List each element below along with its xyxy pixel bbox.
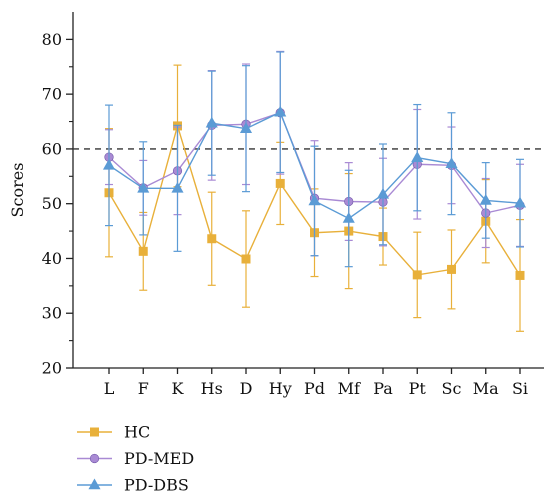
x-tick-label: F <box>138 379 149 398</box>
x-tick-label: Hs <box>201 379 223 398</box>
data-point <box>275 178 285 188</box>
y-tick-label: 80 <box>42 30 62 49</box>
legend-label: PD-MED <box>124 449 194 468</box>
data-point <box>205 116 218 128</box>
data-point <box>239 122 253 133</box>
data-point <box>274 105 287 117</box>
legend-marker <box>88 478 101 490</box>
y-tick-label: 40 <box>42 249 62 268</box>
data-point <box>513 196 527 208</box>
y-tick-label: 70 <box>42 85 62 104</box>
y-tick-label: 60 <box>42 139 62 158</box>
data-point <box>411 151 424 162</box>
data-point <box>447 264 456 274</box>
legend-item: PD-DBS <box>77 476 189 495</box>
data-point <box>342 211 355 223</box>
data-point <box>102 158 116 170</box>
plot-area <box>102 50 527 332</box>
legend-label: HC <box>124 423 150 442</box>
y-axis-label: Scores <box>8 163 27 218</box>
y-tick-label: 50 <box>42 194 62 213</box>
data-point <box>137 181 150 193</box>
x-tick-label: Mf <box>338 379 361 398</box>
data-point <box>241 254 251 264</box>
legend-label: PD-DBS <box>124 476 189 495</box>
x-tick-label: Hy <box>269 379 292 398</box>
data-point <box>376 187 390 199</box>
x-tick-label: D <box>240 379 253 398</box>
y-tick-label: 20 <box>42 359 62 378</box>
legend-marker <box>90 427 99 437</box>
data-point <box>207 234 217 244</box>
legend: HC PD-MED PD-DBS <box>77 423 194 495</box>
series-pd-dbs <box>102 51 527 268</box>
x-tick-label: Sc <box>442 379 462 398</box>
data-point <box>445 157 458 169</box>
data-point <box>479 193 492 205</box>
x-tick-label: Pa <box>373 379 393 398</box>
axes: 20 30 40 50 60 70 80 L F K Hs D Hy Pd Mf Pa Pt Sc Ma Si <box>42 12 544 398</box>
data-point <box>308 194 321 206</box>
legend-marker <box>89 453 100 464</box>
y-tick-label: 30 <box>42 304 62 323</box>
legend-item: HC <box>77 423 150 442</box>
x-tick-label: Si <box>512 379 528 398</box>
x-tick-label: K <box>172 379 185 398</box>
legend-item: PD-MED <box>77 449 194 468</box>
x-tick-label: L <box>104 379 115 398</box>
data-point <box>138 246 148 256</box>
data-point <box>412 270 422 280</box>
data-point <box>171 181 184 193</box>
data-point <box>515 270 525 280</box>
x-tick-label: Ma <box>473 379 499 398</box>
x-tick-label: Pt <box>409 379 427 398</box>
x-tick-label: Pd <box>304 379 325 398</box>
